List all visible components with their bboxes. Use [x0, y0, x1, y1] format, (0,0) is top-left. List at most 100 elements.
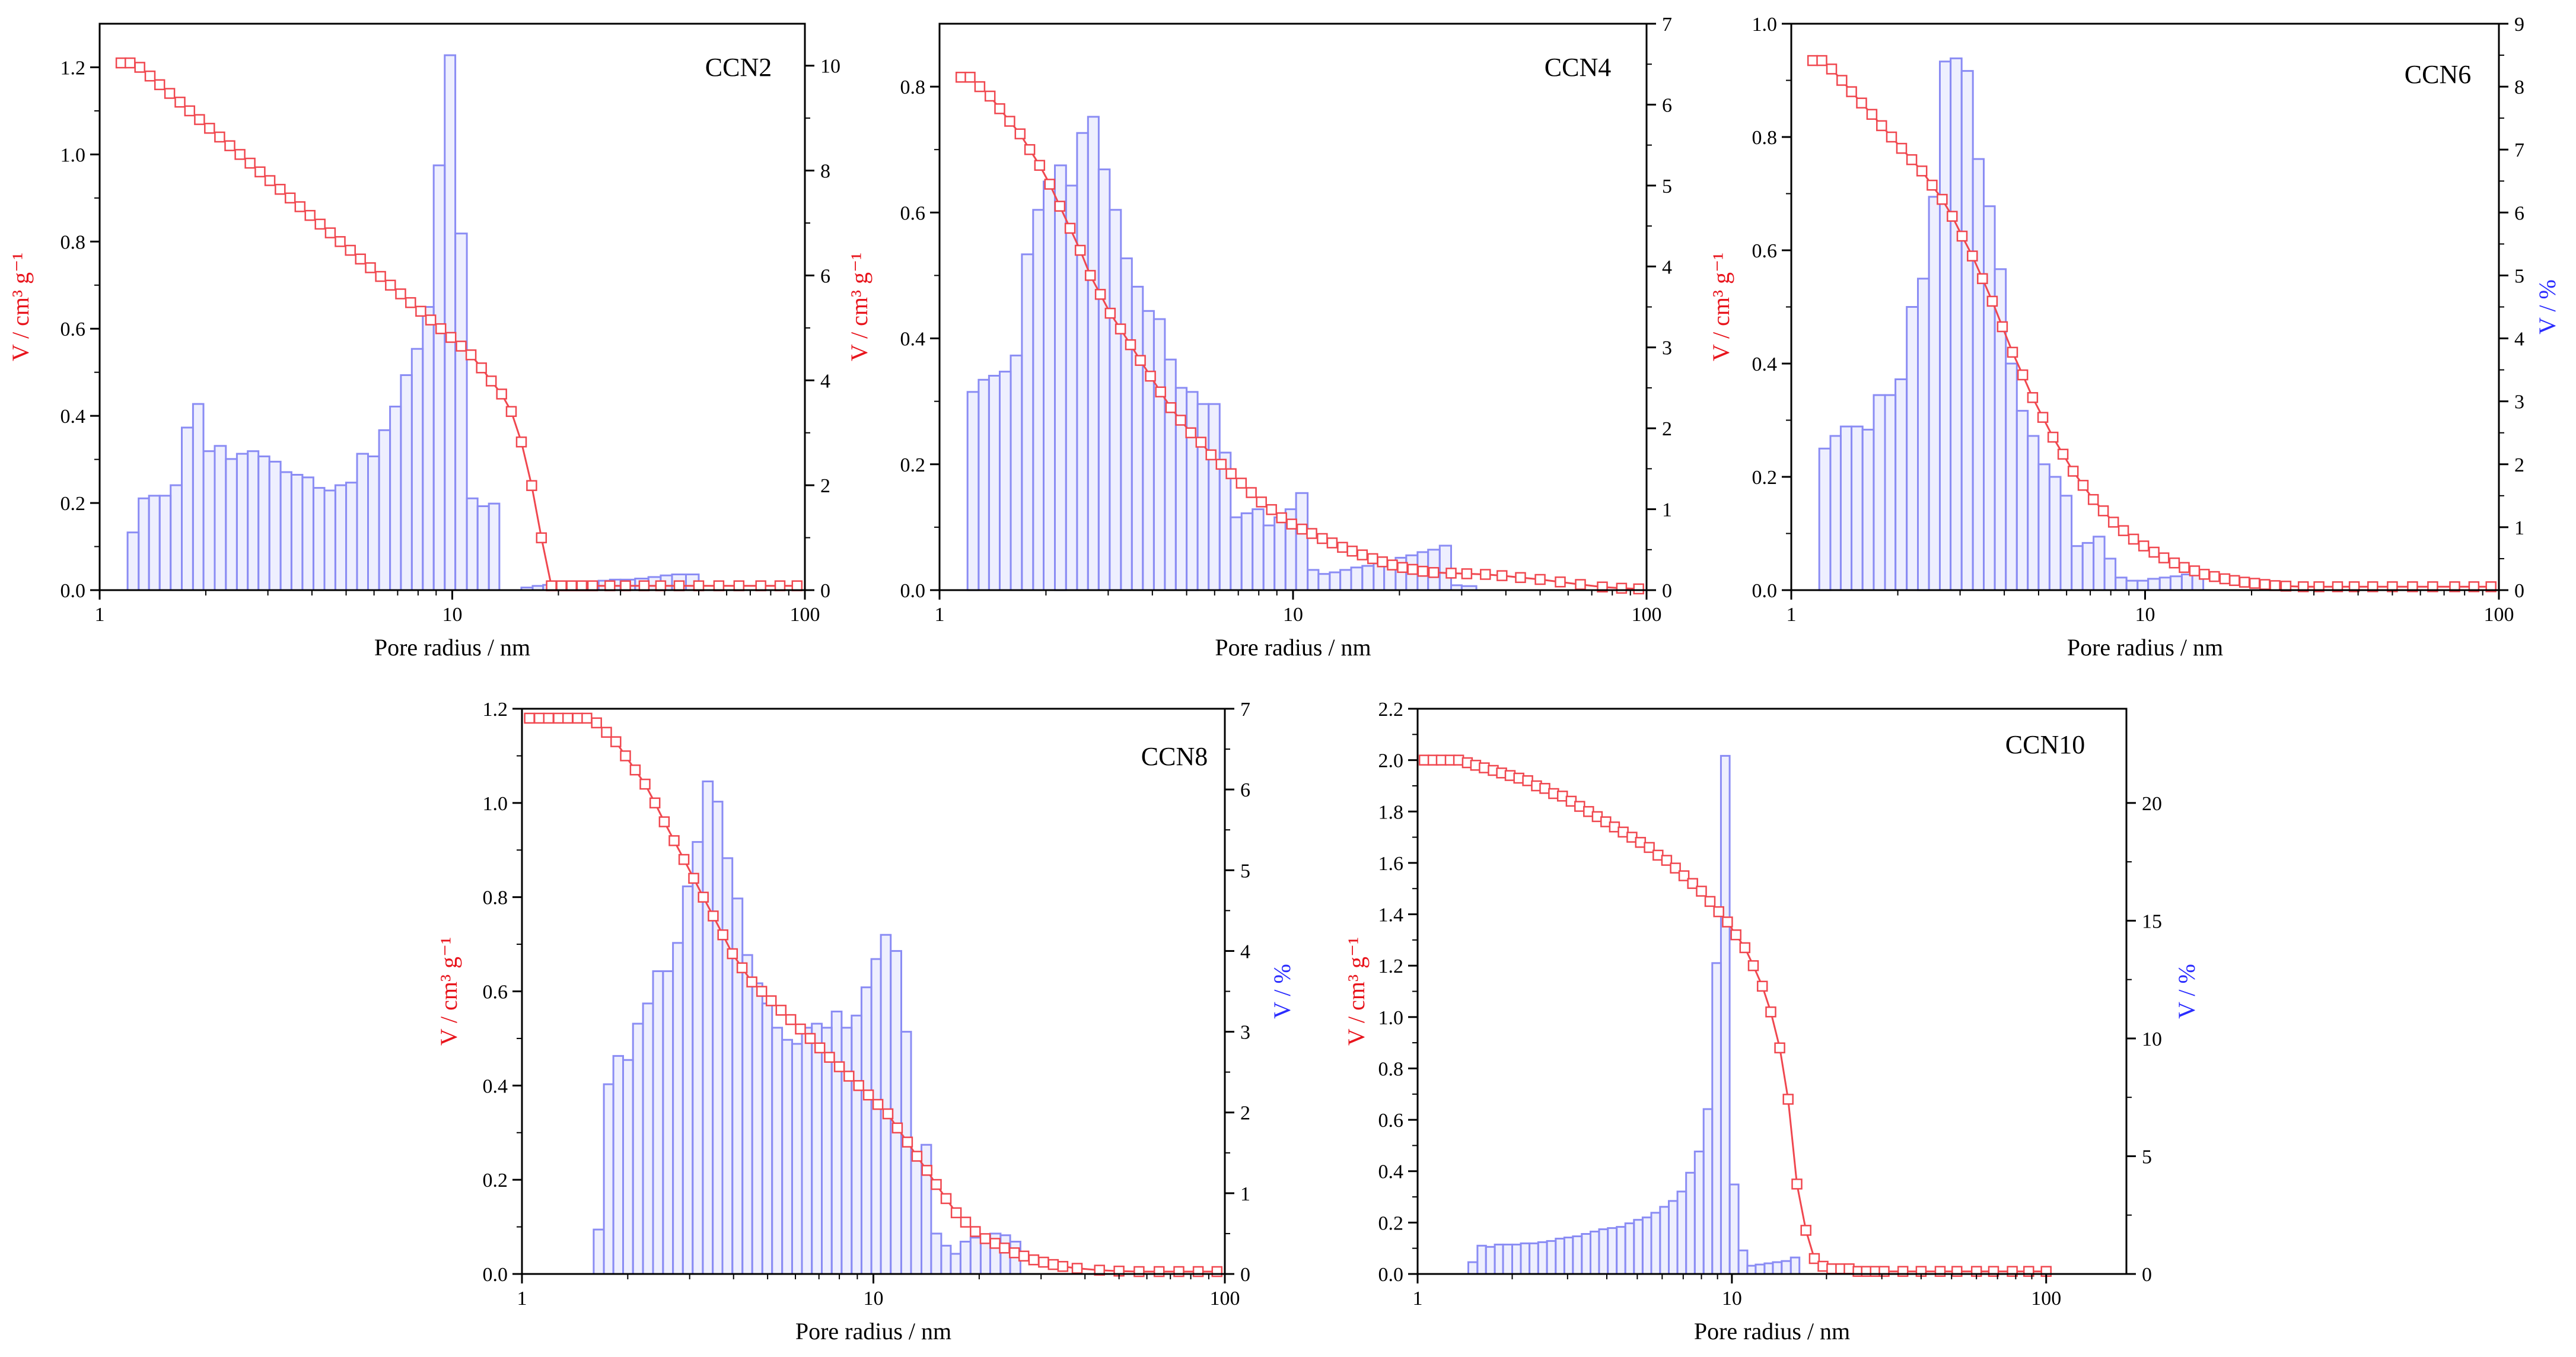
y-left-tick-label: 0.0 — [900, 580, 926, 602]
cumulative-volume-point — [496, 388, 507, 400]
y-right-tick-label: 4 — [820, 370, 830, 392]
y-right-tick-label: 8 — [2514, 77, 2524, 98]
y-right-tick-label: 15 — [2142, 910, 2162, 932]
histogram-bar — [2037, 463, 2050, 591]
histogram-bar — [1485, 1245, 1496, 1275]
histogram-bar — [1755, 1263, 1766, 1275]
histogram-bar — [1894, 378, 1908, 591]
cumulative-volume-point — [1967, 250, 1978, 262]
histogram-bar — [1772, 1261, 1783, 1275]
histogram-bar — [1676, 1190, 1687, 1275]
histogram-bar — [811, 1022, 823, 1275]
histogram-bar — [1906, 306, 1919, 591]
cumulative-volume-point — [1836, 75, 1848, 86]
cumulative-volume-point — [2407, 581, 2418, 593]
cumulative-volume-point — [1296, 523, 1308, 535]
histogram-bar — [1720, 754, 1731, 1275]
cumulative-volume-point — [1266, 504, 1277, 515]
cumulative-volume-point — [1094, 1264, 1105, 1276]
histogram-bar — [1702, 1108, 1714, 1275]
cumulative-volume-point — [1306, 528, 1317, 539]
histogram-bar — [1230, 516, 1243, 591]
cumulative-volume-point — [1574, 801, 1585, 812]
y-right-tick-label: 3 — [2514, 391, 2524, 413]
histogram-bar — [257, 455, 270, 591]
histogram-bar — [1152, 318, 1166, 591]
cumulative-volume-point — [1826, 63, 1838, 75]
histogram-bar — [345, 482, 358, 591]
cumulative-volume-point — [774, 580, 786, 591]
panel-label: CCN10 — [2005, 730, 2085, 759]
cumulative-volume-point — [465, 349, 477, 361]
cumulative-volume-point — [524, 712, 535, 724]
cumulative-volume-point — [655, 580, 667, 591]
cumulative-volume-point — [1024, 144, 1036, 155]
y-right-tick-label: 2 — [2514, 454, 2524, 476]
y-right-tick-label: 1 — [1240, 1183, 1250, 1205]
histogram-bar — [170, 484, 183, 591]
histogram-bar — [593, 1228, 605, 1275]
histogram-bar — [1262, 524, 1276, 591]
histogram-bar — [1590, 1231, 1600, 1275]
histogram-bar — [1928, 196, 1941, 591]
histogram-bar — [268, 460, 282, 591]
histogram-bar — [488, 502, 501, 591]
histogram-bar — [1339, 569, 1352, 591]
chart-panel-ccn4: 1 10 100 0.0 0.2 0.4 0.6 0.8 0 1 2 3 4 5 6 7 Pore radius… — [846, 14, 1672, 661]
chart-panel-ccn8: 1 10 100 0.0 0.2 0.4 0.6 0.8 1.0 1.2 0 1 2 3 4 5 6 7 Pore … — [435, 699, 1295, 1345]
histogram-bar — [1650, 1212, 1661, 1275]
cumulative-volume-point — [2077, 480, 2089, 491]
cumulative-volume-point — [1756, 980, 1768, 992]
histogram-bar — [1884, 394, 1897, 591]
cumulative-volume-point — [1215, 458, 1227, 470]
cumulative-volume-point — [1417, 565, 1429, 577]
histogram-bar — [2147, 578, 2161, 591]
histogram-bar — [1572, 1235, 1583, 1275]
cumulative-volume-point — [1286, 518, 1297, 530]
y-right-tick-label: 0 — [1662, 580, 1672, 602]
y-right-tick-label: 4 — [1240, 941, 1250, 963]
histogram-bar — [1164, 358, 1177, 591]
cumulative-volume-point — [1496, 570, 1508, 581]
y-left-tick-label: 0.2 — [1378, 1212, 1404, 1234]
cumulative-volume-point — [1155, 386, 1166, 398]
histogram-bar — [1685, 1171, 1696, 1275]
cumulative-volume-point — [1977, 273, 1988, 285]
histogram-bar — [682, 885, 694, 1275]
histogram-bar — [158, 495, 172, 591]
panel-label: CCN4 — [1545, 53, 1611, 82]
y-right-tick-label: 4 — [2514, 329, 2524, 351]
cumulative-volume-point — [1765, 1006, 1776, 1018]
cumulative-volume-point — [1947, 211, 1958, 222]
cumulative-volume-point — [214, 131, 225, 143]
cumulative-volume-point — [415, 305, 426, 317]
y-left-tick-label: 0.8 — [483, 887, 508, 909]
histogram-bar — [1861, 428, 1875, 591]
cumulative-volume-point — [566, 580, 577, 591]
y-left-axis-label: V / cm³ g⁻¹ — [7, 253, 34, 361]
cumulative-volume-point — [1730, 929, 1741, 941]
cumulative-volume-point — [2249, 578, 2260, 589]
cumulative-volume-point — [795, 1023, 806, 1035]
histogram-bar — [950, 1253, 961, 1275]
y-left-tick-label: 1.0 — [61, 144, 86, 166]
cumulative-volume-point — [970, 1226, 981, 1237]
y-right-axis-label: V / % — [2534, 279, 2561, 335]
cumulative-volume-point — [425, 314, 437, 326]
histogram-bar — [870, 958, 882, 1275]
cumulative-volume-point — [2148, 546, 2160, 558]
cumulative-volume-point — [294, 201, 306, 212]
y-left-tick-label: 0.4 — [61, 406, 86, 428]
y-left-tick-label: 0.0 — [1378, 1264, 1404, 1286]
cumulative-volume-point — [546, 580, 557, 591]
histogram-bar — [422, 306, 435, 591]
histogram-bar — [751, 982, 763, 1275]
x-tick-label: 100 — [1210, 1288, 1240, 1310]
histogram-bar — [1598, 1228, 1609, 1275]
y-right-tick-label: 6 — [2514, 202, 2524, 224]
y-right-tick-label: 10 — [2142, 1028, 2162, 1050]
cumulative-volume-point — [2485, 581, 2497, 593]
histogram-bar — [1109, 209, 1122, 591]
cumulative-volume-point — [2179, 562, 2190, 574]
cumulative-volume-point — [1074, 244, 1086, 256]
